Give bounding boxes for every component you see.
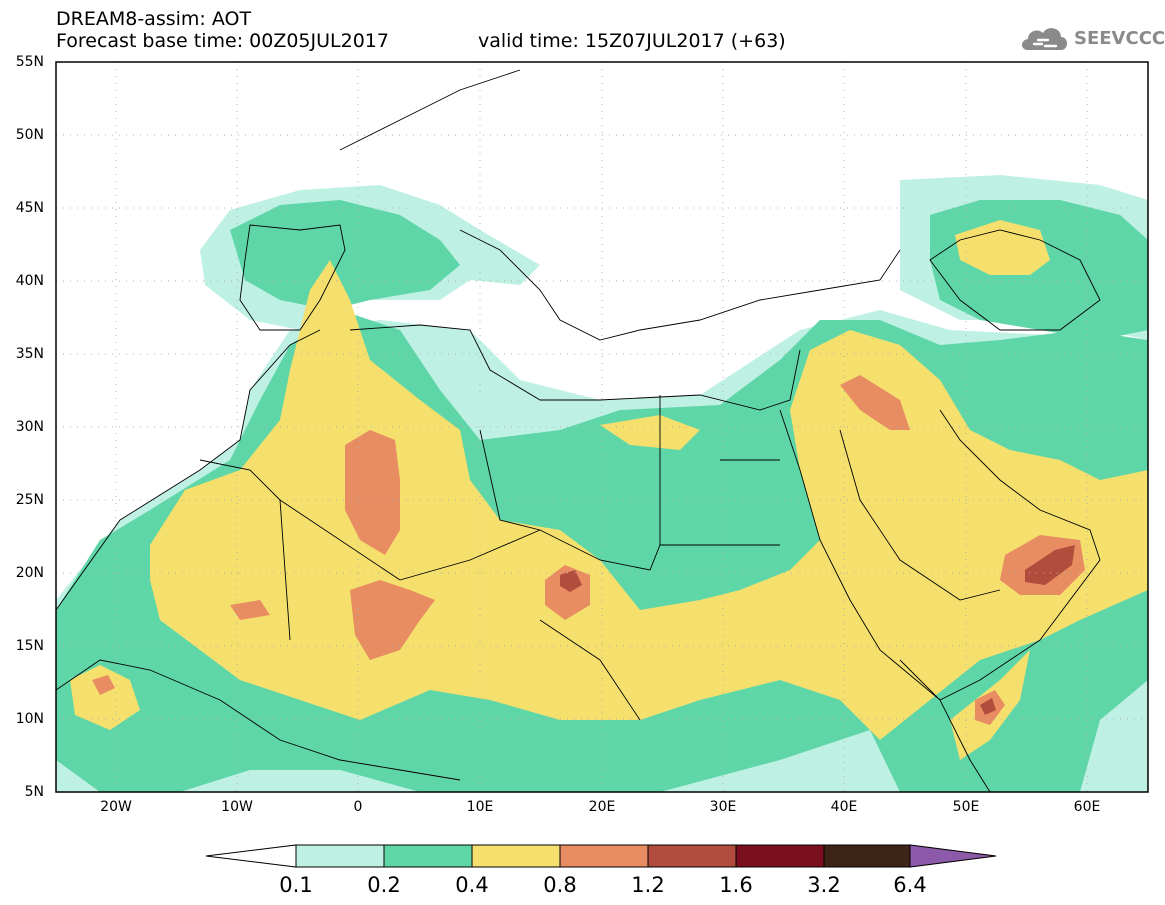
colorbar-label-3-2: 3.2 [807,873,841,897]
aot-band-0-8-senegal [92,675,115,695]
lon-label-60e: 60E [1073,799,1101,815]
lat-label-55n: 55N [15,54,44,70]
colorbar-swatch-6 [823,844,911,868]
aot-band-0-8-mali [350,580,435,660]
aot-band-0-2-iberia [230,200,460,310]
colorbar-swatch-2 [471,844,561,868]
colorbar-label-0-2: 0.2 [367,873,401,897]
aot-band-0-4-egypt [600,415,700,450]
colorbar-swatch-4 [647,844,737,868]
lon-label-40e: 40E [830,799,858,815]
colorbar-under-arrow [205,844,297,868]
colorbar-over-arrow [909,844,997,868]
lat-label-15n: 15N [15,638,44,654]
colorbar-label-1-2: 1.2 [631,873,665,897]
lat-label-35n: 35N [15,346,44,362]
lon-label-0: 0 [353,799,363,815]
colorbar-swatch-0 [295,844,385,868]
valid-time: valid time: 15Z07JUL2017 (+63) [478,30,786,52]
colorbar-swatch-1 [383,844,473,868]
aot-band-0-4-caspian [955,220,1050,275]
aot-band-0-8-mauritania [230,600,270,620]
lon-label-10w: 10W [221,799,253,815]
coastlines [56,69,1101,792]
lat-label-10n: 10N [15,711,44,727]
aot-band-0-8-iraq [840,375,910,430]
lat-label-30n: 30N [15,419,44,435]
colorbar-label-1-6: 1.6 [719,873,753,897]
colorbar [205,844,997,868]
lat-label-40n: 40N [15,273,44,289]
aot-band-1-2-chad [560,570,582,592]
lat-label-50n: 50N [15,127,44,143]
colorbar-label-0-8: 0.8 [543,873,577,897]
cloud-icon [1022,28,1067,50]
forecast-base-time: Forecast base time: 00Z05JUL2017 [56,30,389,52]
logo-text: SEEVCCC [1074,28,1165,49]
aot-band-0-8-algeria [345,430,400,555]
seevccc-logo: SEEVCCC [1018,22,1165,56]
lon-label-30e: 30E [709,799,737,815]
aot-band-1-2-somalia [980,698,996,715]
colorbar-swatch-3 [559,844,649,868]
aot-band-1-2-oman [1025,545,1075,585]
lat-label-5n: 5N [24,784,44,800]
plot-frame [55,61,1149,793]
grid-lines [56,62,1148,792]
colorbar-swatch-5 [735,844,825,868]
lat-label-25n: 25N [15,492,44,508]
colorbar-label-0-1: 0.1 [279,873,313,897]
map-title: DREAM8-assim: AOT [56,8,252,30]
lat-label-45n: 45N [15,200,44,216]
lon-label-10e: 10E [466,799,494,815]
lat-label-20n: 20N [15,565,44,581]
lon-label-20e: 20E [588,799,616,815]
lon-label-50e: 50E [952,799,980,815]
colorbar-label-0-4: 0.4 [455,873,489,897]
colorbar-label-6-4: 6.4 [893,873,927,897]
aot-band-0-4-westafrica [70,665,140,730]
aot-fields [56,62,1148,792]
lon-label-20w: 20W [100,799,132,815]
